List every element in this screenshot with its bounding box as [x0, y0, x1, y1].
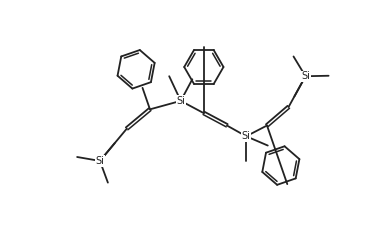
Text: Si: Si: [301, 71, 310, 81]
Text: Si: Si: [242, 131, 251, 141]
Text: Si: Si: [176, 96, 185, 106]
Text: Si: Si: [95, 156, 104, 166]
